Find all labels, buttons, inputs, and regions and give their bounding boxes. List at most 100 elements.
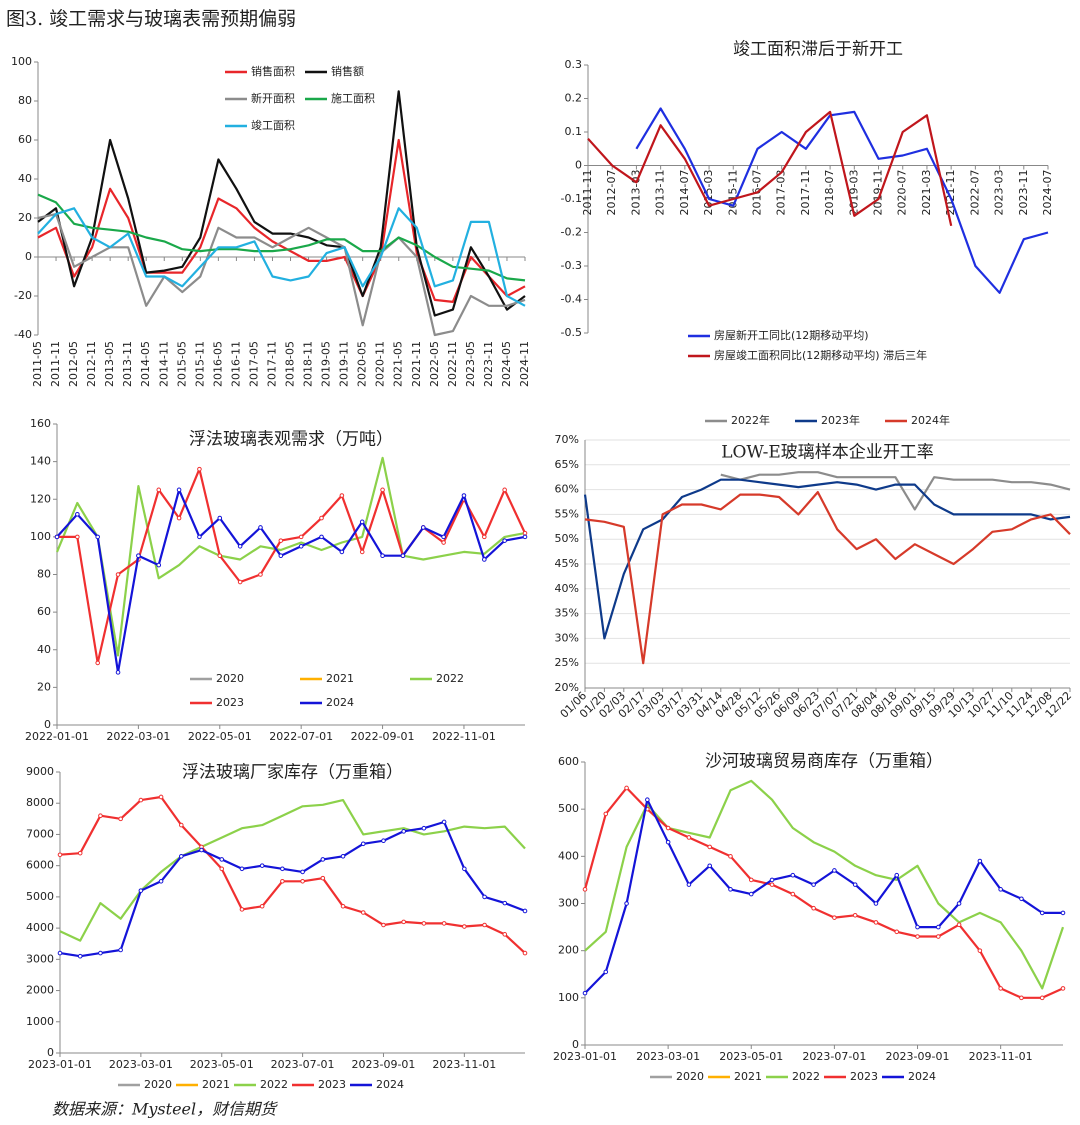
x-tick-label: 2013-03 bbox=[629, 170, 642, 216]
point bbox=[280, 878, 285, 884]
point bbox=[936, 924, 941, 930]
point bbox=[158, 878, 164, 884]
point bbox=[197, 466, 202, 472]
point bbox=[420, 525, 426, 530]
point bbox=[482, 922, 487, 928]
series-line bbox=[583, 478, 1071, 640]
point bbox=[217, 515, 223, 521]
point bbox=[998, 887, 1003, 892]
y-tick-label: -0.2 bbox=[561, 226, 582, 239]
point bbox=[790, 872, 796, 878]
point bbox=[298, 534, 304, 540]
point bbox=[54, 534, 60, 540]
x-tick-label: 2018-05 bbox=[284, 341, 297, 387]
x-tick-label: 2015-03 bbox=[702, 170, 715, 216]
y-tick-label: 200 bbox=[558, 944, 579, 957]
x-tick-label: 2017-11 bbox=[799, 170, 812, 216]
x-tick-label: 2023-05-01 bbox=[719, 1050, 783, 1063]
y-tick-label: -0.5 bbox=[561, 326, 582, 339]
x-tick-label: 2023-03 bbox=[993, 169, 1006, 215]
legend-label: 施工面积 bbox=[331, 92, 375, 105]
chart-title: LOW-E玻璃样本企业开工率 bbox=[721, 443, 934, 463]
point bbox=[176, 515, 182, 521]
y-tick-label: 5000 bbox=[26, 890, 54, 903]
point bbox=[1060, 986, 1066, 991]
x-tick-label: 2023-03-01 bbox=[636, 1050, 700, 1063]
point bbox=[603, 811, 609, 817]
y-tick-label: -20 bbox=[14, 289, 32, 302]
y-tick-label: 80 bbox=[18, 94, 32, 107]
x-tick-label: 2023-03-01 bbox=[109, 1058, 173, 1071]
series-line bbox=[584, 779, 1065, 990]
series-line bbox=[37, 193, 526, 282]
series-line bbox=[587, 110, 953, 227]
point bbox=[75, 512, 80, 517]
y-tick-label: 20 bbox=[18, 211, 32, 224]
point bbox=[462, 866, 467, 872]
point bbox=[441, 819, 447, 825]
point bbox=[360, 841, 366, 847]
y-tick-label: 7000 bbox=[26, 827, 54, 840]
point bbox=[339, 493, 345, 498]
point bbox=[259, 863, 265, 868]
legend-label: 2020 bbox=[144, 1078, 172, 1091]
y-tick-label: 25% bbox=[555, 656, 579, 669]
page-title: 图3. 竣工需求与玻璃表需预期偏弱 bbox=[6, 8, 296, 30]
x-tick-label: 2024-07 bbox=[1041, 170, 1054, 216]
point bbox=[156, 562, 162, 568]
legend-label: 2024年 bbox=[911, 413, 950, 427]
point bbox=[645, 797, 650, 803]
x-tick-label: 2012-11 bbox=[85, 341, 98, 387]
x-tick-label: 2020-07 bbox=[896, 170, 909, 216]
point bbox=[136, 553, 141, 558]
point bbox=[381, 922, 386, 928]
point bbox=[624, 901, 629, 906]
y-tick-label: 2000 bbox=[26, 984, 54, 997]
point bbox=[1019, 896, 1024, 902]
point bbox=[118, 816, 123, 822]
y-tick-label: 100 bbox=[30, 530, 51, 543]
point bbox=[873, 901, 879, 906]
point bbox=[522, 950, 528, 956]
point bbox=[522, 534, 528, 540]
series-line bbox=[584, 798, 1063, 994]
legend-label: 2022 bbox=[436, 672, 464, 685]
x-tick-label: 2021-11 bbox=[410, 341, 423, 387]
y-tick-label: 9000 bbox=[26, 765, 54, 778]
point bbox=[138, 888, 144, 893]
point bbox=[176, 487, 182, 493]
series-line bbox=[56, 488, 526, 674]
chart-title: 沙河玻璃贸易商库存（万重箱） bbox=[705, 752, 943, 772]
legend-label: 2021 bbox=[734, 1070, 762, 1083]
legend-label: 2023 bbox=[850, 1070, 878, 1083]
point bbox=[502, 487, 507, 493]
legend-label: 2020 bbox=[216, 672, 244, 685]
legend-label: 房屋竣工面积同比(12期移动平均) 滞后三年 bbox=[714, 348, 927, 362]
legend-label: 2024 bbox=[908, 1070, 936, 1083]
x-tick-label: 2023-11 bbox=[482, 341, 495, 387]
y-tick-label: 0.3 bbox=[565, 58, 583, 71]
point bbox=[707, 844, 712, 850]
chart-title: 浮法玻璃厂家库存（万重箱） bbox=[182, 763, 403, 783]
y-tick-label: 600 bbox=[558, 755, 579, 768]
y-tick-label: -0.4 bbox=[561, 293, 582, 306]
y-tick-label: 100 bbox=[558, 991, 579, 1004]
point bbox=[1039, 995, 1045, 1001]
y-tick-label: 120 bbox=[30, 492, 51, 505]
x-tick-label: 2019-11 bbox=[338, 341, 351, 387]
series-line bbox=[37, 207, 526, 307]
point bbox=[462, 924, 467, 929]
x-tick-label: 2023-07-01 bbox=[802, 1050, 866, 1063]
y-tick-label: 50% bbox=[555, 532, 579, 545]
point bbox=[936, 934, 941, 939]
x-tick-label: 2023-11-01 bbox=[969, 1050, 1033, 1063]
point bbox=[441, 540, 446, 545]
point bbox=[158, 794, 164, 800]
legend-label: 2020 bbox=[676, 1070, 704, 1083]
x-tick-label: 2022-11 bbox=[446, 341, 459, 387]
legend-label: 2024 bbox=[376, 1078, 404, 1091]
point bbox=[748, 891, 754, 897]
y-tick-label: 40 bbox=[37, 643, 51, 656]
point bbox=[115, 670, 121, 675]
x-tick-label: 2022-07 bbox=[968, 170, 981, 216]
